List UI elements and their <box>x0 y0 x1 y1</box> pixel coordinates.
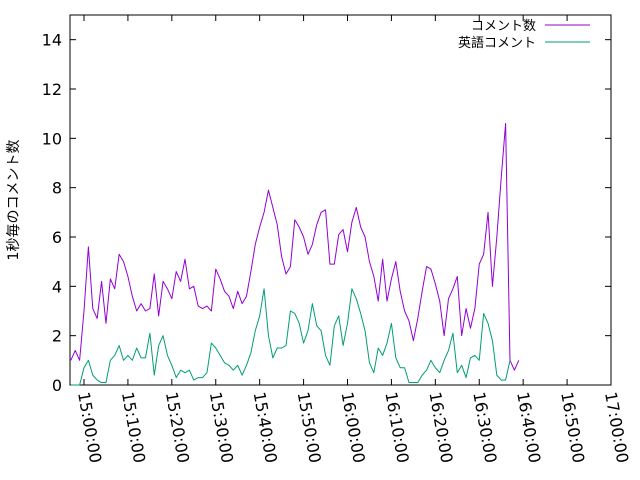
x-tick-label: 15:30:00 <box>206 390 237 464</box>
y-tick-label: 8 <box>52 179 62 198</box>
x-tick-label: 16:00:00 <box>338 390 369 464</box>
x-tick-label: 16:20:00 <box>425 390 456 464</box>
series-line-comments <box>70 123 520 371</box>
y-tick-label: 2 <box>52 327 62 346</box>
x-tick-label: 16:40:00 <box>513 390 544 464</box>
y-tick-label: 14 <box>42 31 62 50</box>
x-tick-label: 15:00:00 <box>74 390 105 464</box>
y-tick-label: 10 <box>42 129 62 148</box>
y-tick-label: 6 <box>52 228 62 247</box>
x-tick-label: 16:10:00 <box>381 390 412 464</box>
x-tick-label: 16:30:00 <box>469 390 500 464</box>
legend-label: コメント数 <box>471 19 536 34</box>
legend-label: 英語コメント <box>458 35 536 51</box>
plot-frame <box>69 14 612 386</box>
series-layer <box>70 123 520 386</box>
axes: 0 2 4 6 8 10 12 14 15:00:00 15:10:00 15:20:00 15:30… <box>42 14 632 464</box>
y-axis-label: 1秒毎のコメント数 <box>6 140 22 261</box>
x-tick-label: 15:10:00 <box>118 390 149 464</box>
x-tick-label: 15:50:00 <box>294 390 325 464</box>
y-tick-label: 12 <box>42 80 62 99</box>
y-tick-label: 4 <box>52 277 62 296</box>
x-tick-label: 15:20:00 <box>162 390 193 464</box>
x-tick-label: 17:00:00 <box>601 390 632 464</box>
x-tick-label: 16:50:00 <box>557 390 588 464</box>
y-tick-label: 0 <box>52 376 62 395</box>
x-tick-label: 15:40:00 <box>250 390 281 464</box>
series-line-english-comments <box>70 288 511 386</box>
